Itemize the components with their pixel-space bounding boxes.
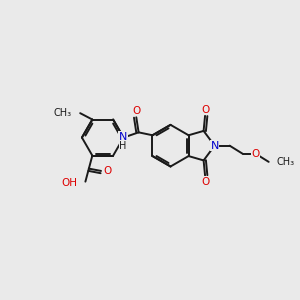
Text: O: O (132, 106, 140, 116)
Text: N: N (210, 141, 219, 151)
Text: H: H (119, 141, 126, 151)
Text: OH: OH (61, 178, 77, 188)
Text: O: O (251, 149, 260, 159)
Text: CH₃: CH₃ (277, 157, 295, 167)
Text: O: O (103, 166, 112, 176)
Text: O: O (201, 104, 209, 115)
Text: CH₃: CH₃ (54, 108, 72, 118)
Text: O: O (201, 177, 209, 187)
Text: N: N (119, 132, 127, 142)
